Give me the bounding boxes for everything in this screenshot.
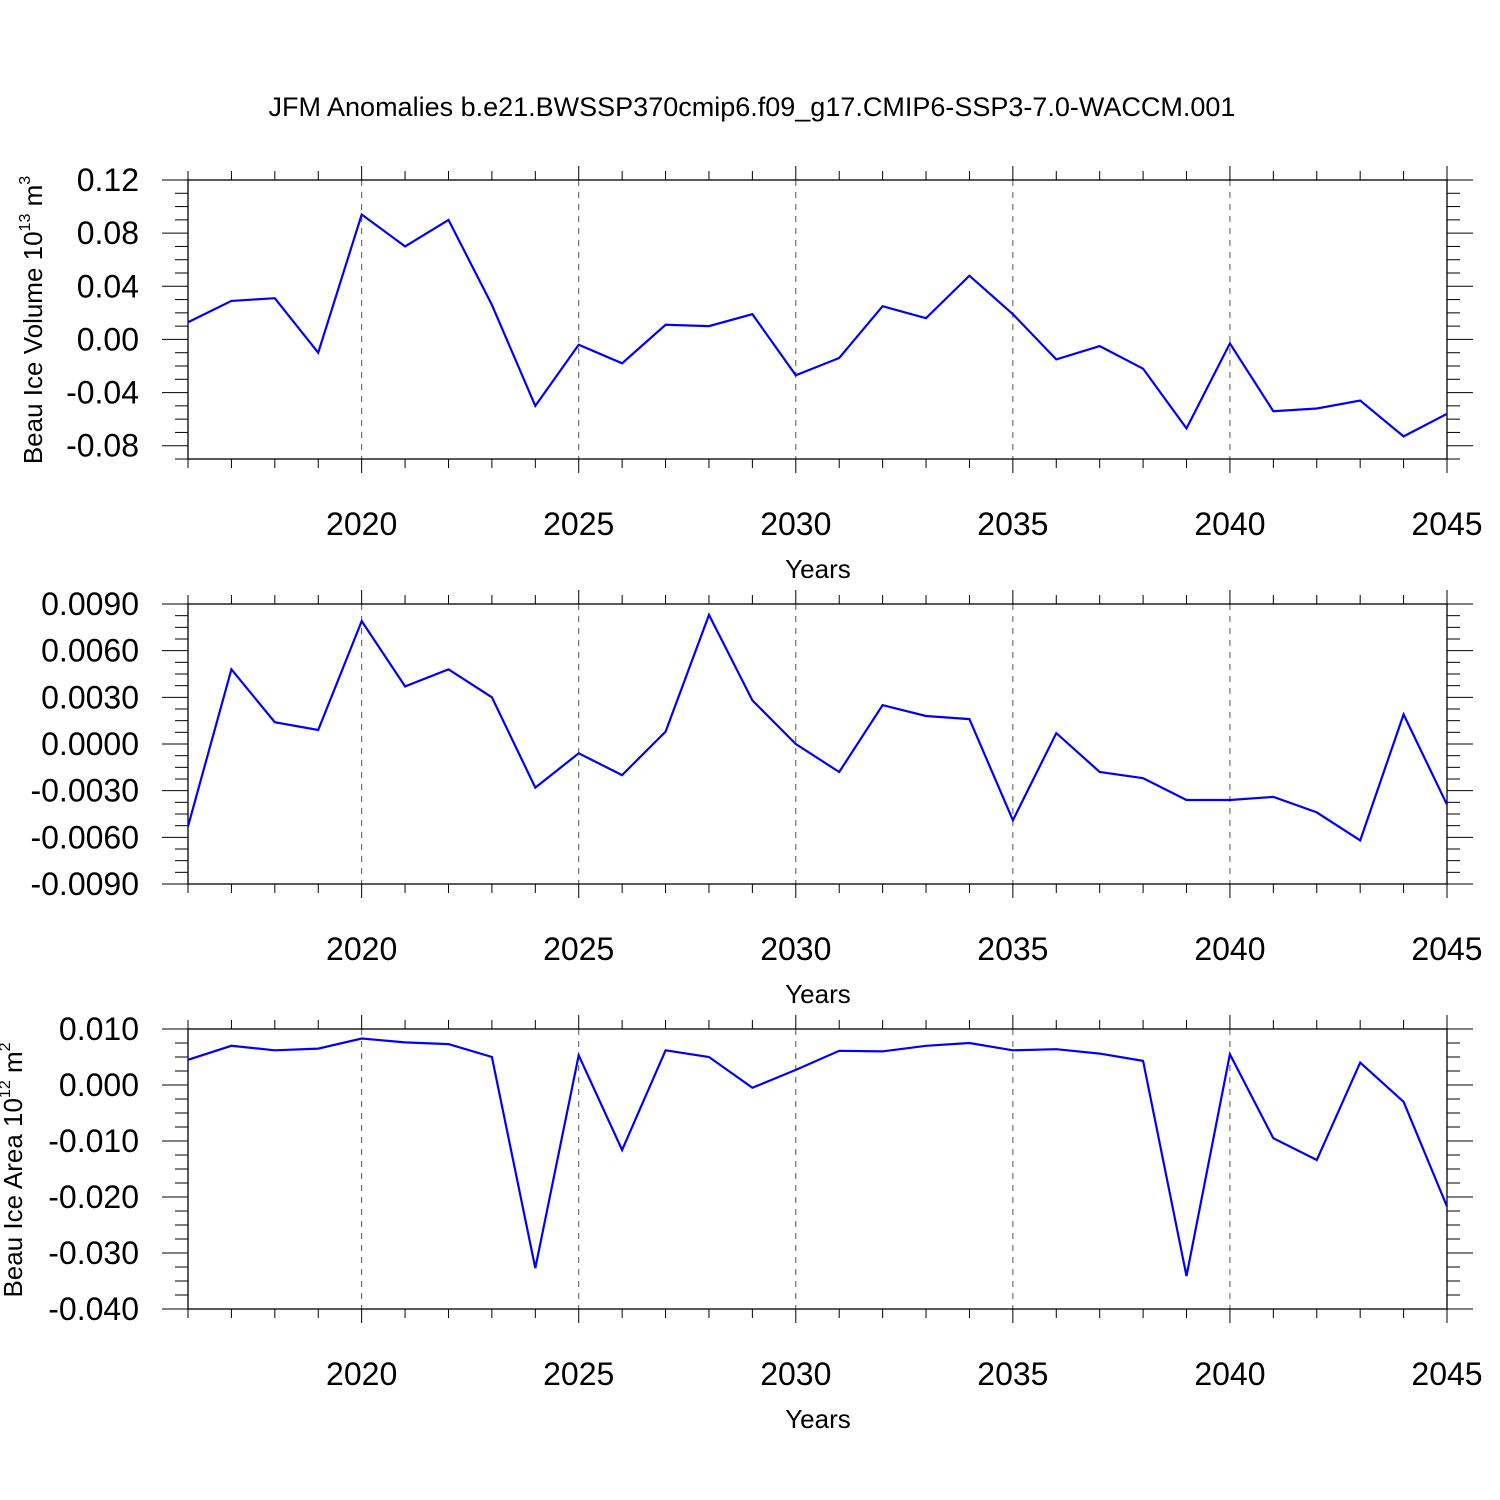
y-axis-label: Beau Snow Volume 1013 m3: [0, 586, 23, 905]
y-tick-label: 0.010: [59, 1011, 139, 1047]
grid-lines: [361, 1029, 1231, 1309]
plot-frame: [187, 603, 1448, 885]
x-tick-label: 2025: [543, 1356, 614, 1392]
y-tick-label: -0.04: [66, 375, 139, 411]
x-tick-label: 2035: [977, 506, 1048, 542]
x-tick-label: 2040: [1194, 506, 1265, 542]
y-tick-label: 0.0090: [41, 586, 139, 622]
y-tick-label: -0.0090: [30, 866, 139, 902]
y-ticks: -0.040 -0.030 -0.020 -0.010 0.000 0.010: [48, 1011, 1473, 1327]
x-tick-label: 2040: [1194, 1356, 1265, 1392]
series-line: [187, 212, 1448, 438]
y-tick-label: 0.0000: [41, 726, 139, 762]
panel-ice-volume: 2020 2025 2030 2035 2040 2045 -0.08 -0.04 0.00 0…: [17, 162, 1483, 584]
y-tick-label: 0.0030: [41, 679, 139, 715]
y-tick-label: 0.04: [77, 268, 139, 304]
y-tick-label: 0.0060: [41, 633, 139, 669]
x-tick-label: 2040: [1194, 931, 1265, 967]
series-line: [187, 1037, 1449, 1277]
y-tick-label: -0.020: [48, 1179, 139, 1215]
series-line: [186, 612, 1448, 843]
y-ticks: -0.08 -0.04 0.00 0.04 0.08 0.12: [66, 162, 1473, 464]
y-axis-label: Beau Ice Volume 1013 m3: [17, 176, 48, 464]
x-axis-label: Years: [785, 1404, 851, 1434]
y-tick-label: -0.0030: [30, 773, 139, 809]
x-tick-label: 2020: [326, 931, 397, 967]
plot-frame: [187, 1028, 1448, 1310]
x-tick-label: 2030: [760, 506, 831, 542]
panel-ice-area: 2020 2025 2030 2035 2040 2045 -0.040-0.030-0.…: [0, 1011, 1483, 1434]
x-axis-label: Years: [785, 979, 851, 1009]
x-tick-label: 2035: [977, 1356, 1048, 1392]
x-tick-label: 2020: [326, 1356, 397, 1392]
x-ticks: 2020 2025 2030 2035 2040 2045: [187, 590, 1483, 967]
y-tick-label: 0.00: [77, 321, 139, 357]
x-tick-label: 2025: [543, 506, 614, 542]
x-tick-label: 2035: [977, 931, 1048, 967]
y-tick-label: -0.040: [48, 1291, 139, 1327]
grid-lines: [361, 604, 1231, 884]
x-tick-label: 2045: [1411, 506, 1482, 542]
y-tick-label: 0.12: [77, 162, 139, 198]
x-ticks: 2020 2025 2030 2035 2040 2045: [187, 1015, 1483, 1392]
x-tick-label: 2025: [543, 931, 614, 967]
y-tick-label: 0.08: [77, 215, 139, 251]
y-tick-label: -0.030: [48, 1235, 139, 1271]
plot-frame: [187, 179, 1448, 460]
y-ticks: -0.0090 -0.0060 -0.0030 0.0000 0.0030 0.0060 0…: [30, 586, 1473, 902]
x-tick-label: 2030: [760, 1356, 831, 1392]
x-ticks: 2020 2025 2030 2035 2040 2045: [187, 166, 1483, 542]
x-tick-label: 2030: [760, 931, 831, 967]
x-tick-label: 2045: [1411, 1356, 1482, 1392]
x-tick-label: 2020: [326, 506, 397, 542]
y-tick-label: 0.000: [59, 1067, 139, 1103]
panel-snow-volume: 2020 2025 2030 2035 2040 2045 -0.0090-0.0060-…: [0, 586, 1483, 1009]
x-axis-label: Years: [785, 554, 851, 584]
y-axis-label: Beau Ice Area 1012 m2: [0, 1042, 28, 1297]
grid-lines: [361, 180, 1231, 459]
y-tick-label: -0.0060: [30, 819, 139, 855]
y-tick-label: -0.08: [66, 428, 139, 464]
x-tick-label: 2045: [1411, 931, 1482, 967]
y-tick-label: -0.010: [48, 1123, 139, 1159]
figure-title: JFM Anomalies b.e21.BWSSP370cmip6.f09_g1…: [269, 92, 1236, 122]
